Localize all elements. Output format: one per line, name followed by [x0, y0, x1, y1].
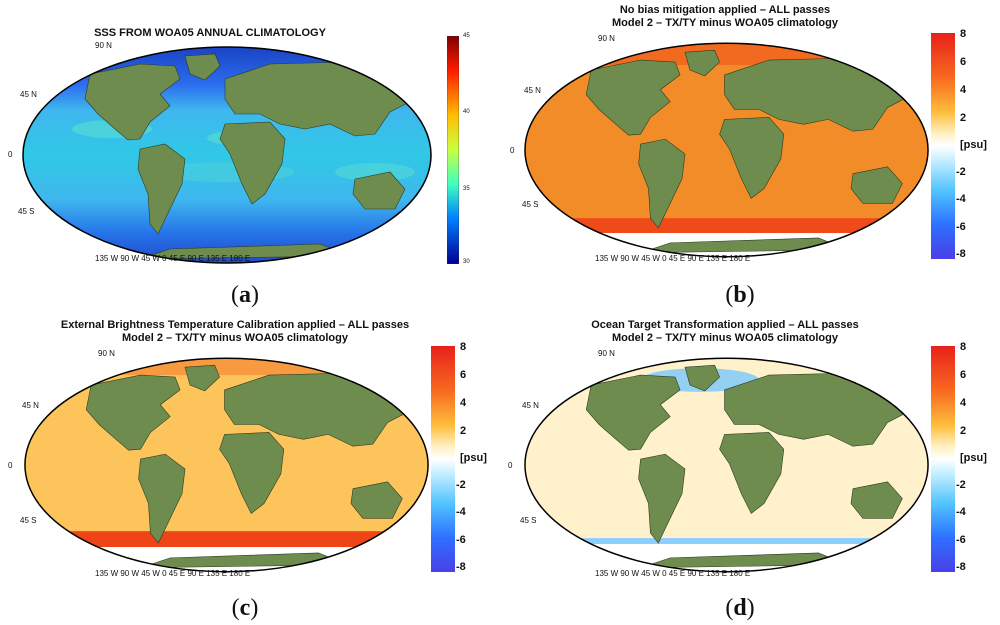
panel-c-title: External Brightness Temperature Calibrat…: [60, 319, 410, 344]
landmass: [719, 117, 785, 199]
lon-labels: 135 W 90 W 45 W 0 45 E 90 E 135 E 180 E: [95, 569, 251, 578]
panel-a: SSS FROM WOA05 ANNUAL CLIMATOLOGY: [0, 0, 500, 312]
colorbar-d-tick: 6: [960, 369, 967, 381]
colorbar-c: [431, 346, 455, 572]
colorbar-d-tick: 8: [960, 341, 967, 353]
landmass: [352, 171, 406, 210]
lon-labels: 135 W 90 W 45 W 0 45 E 90 E 135 E 180 E: [95, 254, 251, 263]
colorbar-d-tick: -4: [956, 506, 966, 518]
panel-d-title: Ocean Target Transformation applied – AL…: [591, 319, 859, 344]
landmass: [184, 364, 220, 392]
lat-label: 0: [508, 461, 513, 470]
colorbar-b-tick: -6: [956, 221, 966, 233]
panel-label-a: (a): [231, 282, 259, 308]
lat-label: 90 N: [598, 34, 615, 43]
landmasses-b: [585, 49, 913, 254]
colorbar-b-tick: -2: [956, 166, 966, 178]
colorbar-b-tick: 2: [960, 112, 967, 124]
panel-label-c: (c): [231, 595, 259, 621]
colorbar-a-tick: 40: [463, 109, 470, 115]
colorbar-d-tick: -8: [956, 561, 966, 573]
landmass: [219, 121, 286, 205]
colorbar-c-unit: [psu]: [460, 452, 487, 464]
colorbar-c-tick: 4: [460, 397, 467, 409]
colorbar-d: [931, 346, 955, 572]
panel-b-title: No bias mitigation applied – ALL passes …: [612, 4, 838, 29]
landmass: [684, 364, 720, 392]
map-a: [22, 46, 432, 264]
panel-c: External Brightness Temperature Calibrat…: [0, 313, 500, 625]
landmass: [184, 53, 221, 81]
lat-label: 45 S: [18, 207, 35, 216]
landmass: [719, 432, 785, 514]
panel-label-d: (d): [725, 595, 755, 621]
lat-label: 90 N: [598, 349, 615, 358]
landmasses-a: [84, 53, 416, 260]
colorbar-d-unit: [psu]: [960, 452, 987, 464]
landmass: [850, 166, 903, 204]
lat-label: 45 N: [22, 401, 39, 410]
panel-b: No bias mitigation applied – ALL passes …: [500, 0, 1000, 312]
lat-label: 0: [8, 150, 13, 159]
lon-labels: 135 W 90 W 45 W 0 45 E 90 E 135 E 180 E: [595, 254, 751, 263]
lat-label: 45 N: [20, 90, 37, 99]
landmass: [350, 481, 403, 519]
colorbar-d-tick: -6: [956, 534, 966, 546]
colorbar-c-tick: 2: [460, 425, 467, 437]
landmasses-d: [585, 364, 913, 569]
colorbar-b-unit: [psu]: [960, 139, 987, 151]
landmass: [850, 481, 903, 519]
lat-label: 90 N: [95, 41, 112, 50]
colorbar-a-tick: 30: [463, 259, 470, 265]
lon-labels: 135 W 90 W 45 W 0 45 E 90 E 135 E 180 E: [595, 569, 751, 578]
landmass: [585, 374, 681, 451]
colorbar-d-tick: 4: [960, 397, 967, 409]
map-d: [524, 357, 929, 573]
landmass: [137, 143, 186, 235]
colorbar-a: [447, 36, 459, 264]
landmass: [219, 432, 285, 514]
panel-d: Ocean Target Transformation applied – AL…: [500, 313, 1000, 625]
colorbar-c-tick: 6: [460, 369, 467, 381]
colorbar-c-tick: -2: [456, 479, 466, 491]
lat-label: 45 S: [520, 516, 537, 525]
colorbar-b-tick: 8: [960, 28, 967, 40]
lat-label: 45 N: [524, 86, 541, 95]
landmass: [585, 59, 681, 136]
colorbar-d-tick: 2: [960, 425, 967, 437]
colorbar-c-tick: -6: [456, 534, 466, 546]
colorbar-c-tick: 8: [460, 341, 467, 353]
colorbar-b-tick: 4: [960, 84, 967, 96]
colorbar-b-tick: -4: [956, 193, 966, 205]
colorbar-a-tick: 45: [463, 33, 470, 39]
landmasses-c: [85, 364, 413, 569]
landmass: [85, 374, 181, 451]
panel-a-title: SSS FROM WOA05 ANNUAL CLIMATOLOGY: [94, 27, 326, 39]
map-b: [524, 42, 929, 258]
lat-label: 45 S: [20, 516, 37, 525]
landmass: [138, 453, 186, 544]
colorbar-d-tick: -2: [956, 479, 966, 491]
colorbar-b: [931, 33, 955, 259]
colorbar-b-tick: 6: [960, 56, 967, 68]
colorbar-c-tick: -4: [456, 506, 466, 518]
lat-label: 0: [510, 146, 515, 155]
lat-label: 45 S: [522, 200, 539, 209]
landmass: [638, 138, 686, 229]
lat-label: 0: [8, 461, 13, 470]
lat-label: 90 N: [98, 349, 115, 358]
colorbar-c-tick: -8: [456, 561, 466, 573]
landmass: [684, 49, 720, 77]
landmass: [84, 63, 181, 141]
landmass: [638, 453, 686, 544]
panel-label-b: (b): [725, 282, 755, 308]
colorbar-b-tick: -8: [956, 248, 966, 260]
colorbar-a-tick: 35: [463, 186, 470, 192]
lat-label: 45 N: [522, 401, 539, 410]
map-c: [24, 357, 429, 573]
